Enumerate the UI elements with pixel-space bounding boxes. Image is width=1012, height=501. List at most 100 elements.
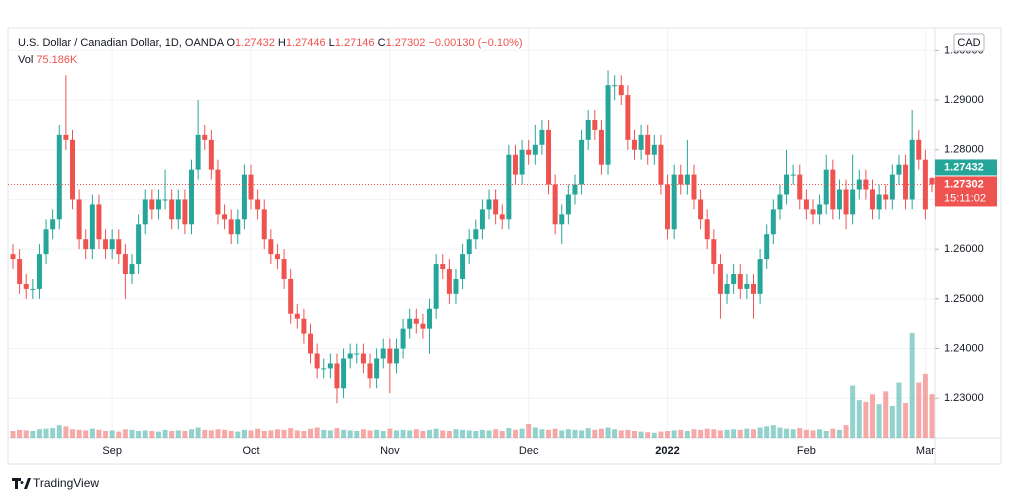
legend-ohlc: U.S. Dollar / Canadian Dollar, 1D, OANDA… <box>18 35 523 52</box>
candle-body <box>466 239 472 255</box>
volume-bar <box>255 428 261 438</box>
brand-logo[interactable]: TradingView <box>12 476 99 490</box>
candle-body <box>678 174 684 185</box>
candle-body <box>506 154 512 220</box>
candle-body <box>215 169 221 215</box>
y-tick-label: 1.29000 <box>944 94 984 106</box>
volume-bar <box>757 427 763 438</box>
volume-bar <box>228 431 234 438</box>
volume-bar <box>797 428 803 438</box>
candle-body <box>129 264 135 275</box>
candle-body <box>308 333 314 354</box>
volume-bar <box>30 431 36 438</box>
volume-bar <box>790 429 796 438</box>
candle-body <box>341 358 347 389</box>
candle-body <box>314 353 320 369</box>
candle-body <box>512 154 518 175</box>
volume-bar <box>63 426 69 438</box>
volume-bar <box>744 428 750 438</box>
volume-bar <box>109 430 115 438</box>
candle-body <box>684 174 690 185</box>
volume-bar <box>598 428 604 438</box>
y-tick-label: 1.25000 <box>944 293 984 305</box>
ohlc-value: 1.27302 <box>385 37 426 49</box>
volume-bar <box>737 429 743 438</box>
y-tick-label: 1.23000 <box>944 392 984 404</box>
candle-body <box>195 134 201 170</box>
ohlc-label: L <box>328 37 335 49</box>
candle-body <box>149 199 155 210</box>
volume-bar <box>665 431 671 438</box>
x-tick-label: Oct <box>242 445 259 457</box>
brand-icon <box>12 478 31 489</box>
volume-bar <box>823 431 829 438</box>
volume-bar <box>354 431 360 438</box>
candle-body <box>493 199 499 215</box>
currency-box[interactable] <box>953 33 985 52</box>
volume-bar <box>96 429 102 438</box>
candle-body <box>790 174 796 176</box>
volume-bar <box>420 431 426 438</box>
volume-bar <box>195 427 201 438</box>
candle-body <box>255 199 261 210</box>
candle-body <box>109 239 115 250</box>
volume-bar <box>903 403 909 438</box>
volume-bar <box>347 430 353 438</box>
volume-bar <box>784 428 790 438</box>
candle-body <box>665 184 671 230</box>
currency-label[interactable]: CAD <box>957 37 980 49</box>
candle-body <box>797 174 803 200</box>
volume-bar <box>314 427 320 438</box>
candle-body <box>757 259 763 294</box>
candle-body <box>393 348 399 364</box>
candle-body <box>823 169 829 205</box>
volume-bar <box>367 430 373 438</box>
candle-body <box>817 204 823 215</box>
candle-body <box>354 353 360 355</box>
candle-body <box>261 209 267 240</box>
candle-body <box>836 189 842 210</box>
volume-bar <box>341 429 347 438</box>
candle-body <box>17 259 23 284</box>
volume-bar <box>83 430 89 438</box>
volume-bar <box>446 431 452 438</box>
volume-bar <box>17 429 23 438</box>
candle-body <box>744 283 750 289</box>
candle-body <box>155 199 161 210</box>
candle-body <box>89 204 95 250</box>
candle-body <box>717 264 723 294</box>
volume-bar <box>631 431 637 438</box>
candle-body <box>631 139 637 150</box>
volume-bar <box>519 428 525 438</box>
volume-bar <box>202 429 208 438</box>
volume-bar <box>129 429 135 438</box>
candle-body <box>625 95 631 140</box>
candle-body <box>638 134 644 150</box>
y-tick-label: 1.28000 <box>944 144 984 156</box>
candle-body <box>446 269 452 294</box>
candle-body <box>479 209 485 230</box>
candle-body <box>784 174 790 195</box>
volume-bar <box>116 431 122 438</box>
volume-bar <box>572 429 578 438</box>
candle-body <box>883 194 889 200</box>
volume-bar <box>559 430 565 438</box>
volume-bar <box>235 431 241 438</box>
volume-bar <box>360 429 366 438</box>
candle-body <box>427 308 433 329</box>
candle-body <box>281 259 287 279</box>
volume-bar <box>922 373 928 438</box>
candle-body <box>268 239 274 255</box>
volume-bar <box>400 429 406 438</box>
candle-body <box>103 239 109 250</box>
candle-body <box>737 274 743 289</box>
volume-bar <box>889 405 895 438</box>
candle-body <box>579 139 585 185</box>
volume-bar <box>830 428 836 438</box>
volume-bar <box>407 430 413 438</box>
candle-body <box>142 199 148 225</box>
candle-body <box>321 368 327 370</box>
change: −0.00130 <box>428 37 475 49</box>
volume-bar <box>308 428 314 438</box>
volume-bar <box>222 429 228 438</box>
